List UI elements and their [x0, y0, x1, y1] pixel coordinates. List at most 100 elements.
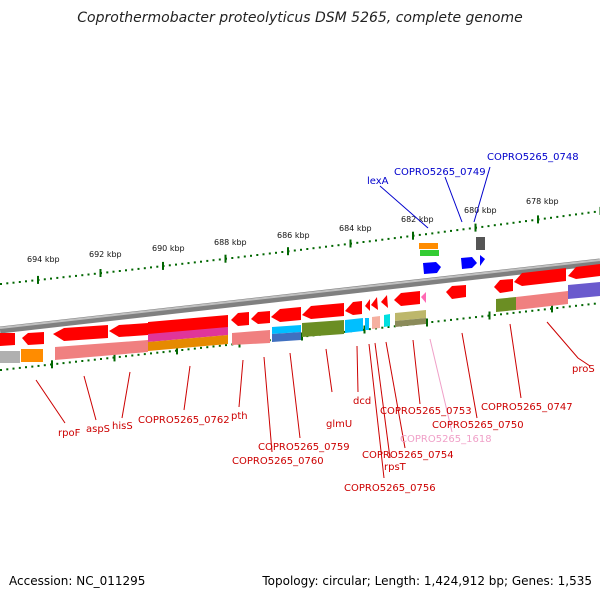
ruler-dot [525, 220, 527, 223]
gene-label-0748[interactable]: COPRO5265_0748 [487, 152, 579, 163]
ruler-dot [231, 257, 234, 259]
gene-label-0759[interactable]: COPRO5265_0759 [258, 442, 350, 453]
leader-rpoF [35, 379, 66, 424]
lower-ruler-dot [31, 365, 34, 368]
ruler-dot [487, 225, 490, 228]
ruler-dot [431, 232, 434, 235]
gene-label-lexA[interactable]: lexA [367, 176, 389, 187]
lower-ruler-dot [150, 352, 152, 355]
ruler-dot [81, 274, 84, 277]
ruler-dot [0, 283, 2, 285]
ruler-dot [575, 213, 577, 216]
gene-label-0762[interactable]: COPRO5265_0762 [138, 415, 230, 426]
ruler-dot [206, 259, 209, 262]
ruler-dot [506, 222, 509, 225]
leader-0748 [473, 166, 491, 223]
ruler-dot [587, 211, 590, 214]
lower-ruler-dot [0, 369, 2, 371]
gene-label-glmU[interactable]: glmU [326, 419, 352, 430]
ruler-label-684: 684 kbp [339, 224, 372, 233]
lower-ruler-dot [100, 358, 102, 360]
ruler-dot [168, 264, 171, 267]
ruler-dot [556, 215, 559, 218]
lower-ruler-dot [568, 305, 571, 308]
ruler-dot [312, 247, 315, 250]
lower-ruler-dot [156, 351, 159, 354]
lower-ruler-dot [581, 304, 584, 307]
leader-0759 [289, 352, 301, 439]
genome-stats-text: Topology: circular; Length: 1,424,912 bp… [261, 574, 592, 588]
gene-label-pth[interactable]: pth [231, 411, 248, 422]
gene-label-dcd[interactable]: dcd [353, 396, 371, 407]
lower-ruler-dot [37, 364, 40, 367]
gene-arrow-hisS [53, 325, 108, 341]
ruler-major-tick [99, 269, 102, 277]
leader-glmU [325, 348, 333, 393]
lower-ruler-dot [143, 353, 146, 356]
ruler-dot [387, 237, 390, 240]
lower-ruler-dot [431, 321, 434, 323]
gene-label-0760[interactable]: COPRO5265_0760 [232, 456, 324, 467]
lower-ruler-dot [387, 326, 390, 328]
ruler-label-690: 690 kbp [152, 244, 185, 253]
ruler-major-tick [474, 223, 477, 232]
ruler-label-694: 694 kbp [27, 255, 60, 264]
gene-arrow-0754 [381, 295, 388, 308]
gene-label-0750[interactable]: COPRO5265_0750 [432, 420, 524, 431]
ruler-dot [143, 267, 146, 270]
gene-arrow-0756 [365, 299, 370, 311]
lower-ruler-dot [556, 307, 559, 309]
gene-arrows [0, 264, 600, 346]
gene-label-proS[interactable]: proS [572, 364, 595, 375]
gene-label-1618[interactable]: COPRO5265_1618 [400, 434, 492, 445]
ruler-label-682: 682 kbp [401, 215, 434, 224]
genome-backbone-highlight [0, 259, 600, 329]
gene-arrow-glmU [302, 303, 344, 319]
lower-ruler-dot [225, 344, 227, 347]
gene-label-aspS[interactable]: aspS [86, 424, 110, 435]
gene-arrow-pth [231, 312, 249, 326]
ruler-dot [337, 244, 340, 247]
lower-ruler-dot [62, 362, 65, 365]
lower-ruler-dot [131, 354, 134, 357]
gene-arrow-0762 [109, 323, 148, 337]
gene-label-rpsT[interactable]: rpsT [384, 462, 407, 473]
gene-label-0754[interactable]: COPRO5265_0754 [362, 450, 454, 461]
lower-ruler-dot [343, 330, 346, 333]
gene-label-hisS[interactable]: hisS [112, 421, 133, 432]
gene-label-0747[interactable]: COPRO5265_0747 [481, 402, 573, 413]
ruler-dot [468, 227, 471, 230]
lower-ruler-major-tick [551, 304, 553, 313]
lower-ruler-dot [18, 366, 21, 369]
ruler-dot [50, 277, 52, 280]
lower-ruler-dot [162, 351, 165, 354]
leader-0754 [385, 341, 406, 449]
ruler-dot [75, 274, 77, 277]
leader-lexA [379, 185, 429, 229]
gene-labels-bottom: proS COPRO5265_0747 COPRO5265_0750 COPRO… [58, 364, 595, 494]
lower-ruler-dot [181, 349, 184, 351]
lower-ruler-dot [543, 308, 546, 311]
ruler-label-678: 678 kbp [526, 197, 559, 206]
ruler-dot [331, 244, 334, 247]
ruler-label-692: 692 kbp [89, 250, 122, 259]
lower-ruler-major-tick [51, 360, 53, 369]
ruler-dot [68, 275, 71, 278]
gene-label-0753[interactable]: COPRO5265_0753 [380, 406, 472, 417]
lower-ruler-major-tick [363, 325, 366, 334]
ruler-dot [268, 252, 271, 255]
ruler-dot [325, 245, 327, 248]
leader-0747 [509, 323, 522, 399]
lower-ruler-dot [68, 361, 71, 364]
lower-ruler-dot [75, 360, 77, 363]
ruler-dot [87, 273, 90, 276]
gene-label-rpoF[interactable]: rpoF [58, 428, 81, 439]
ruler-dot [456, 229, 459, 232]
block-aqua [384, 314, 390, 327]
gene-label-0756[interactable]: COPRO5265_0756 [344, 483, 436, 494]
gene-arrow-0753 [394, 291, 420, 306]
lower-ruler-dot [25, 366, 27, 369]
gene-label-0749[interactable]: COPRO5265_0749 [394, 167, 486, 178]
lower-ruler-dot [137, 353, 140, 356]
